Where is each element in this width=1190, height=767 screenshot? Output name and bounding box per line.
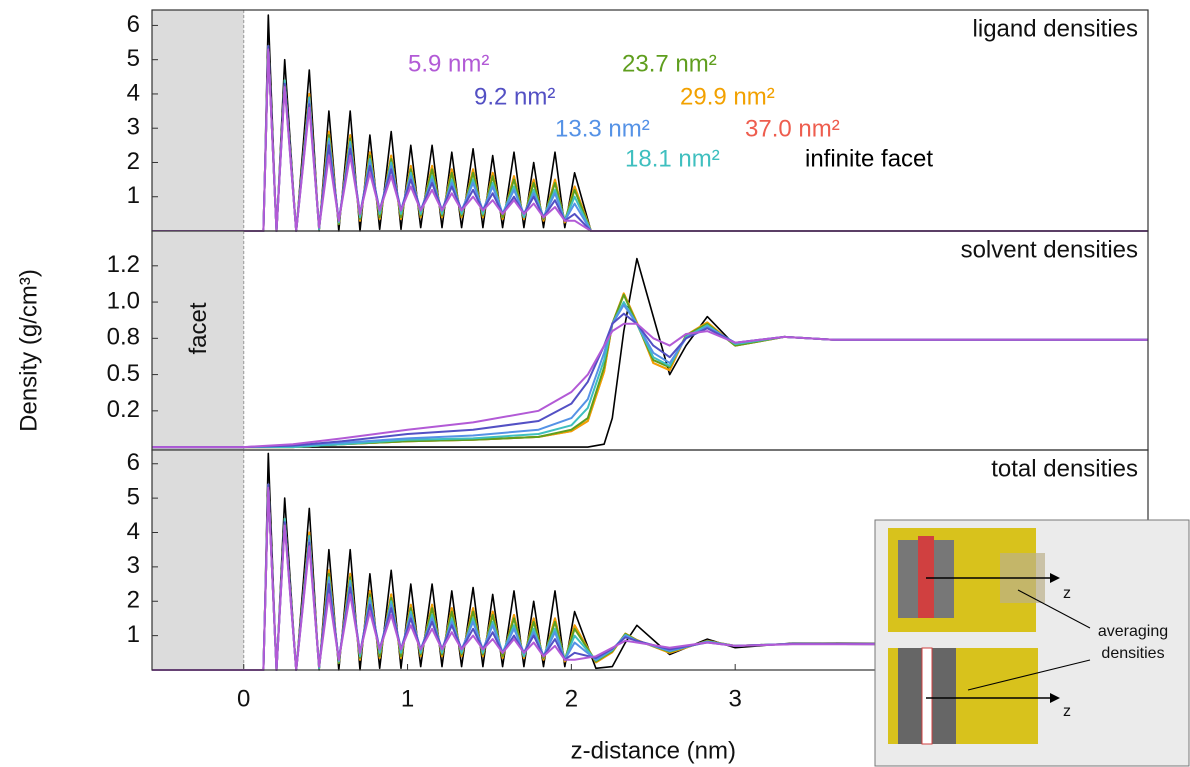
series-line — [152, 257, 1148, 448]
y-tick-label: 5 — [127, 483, 140, 510]
y-axis-label: Density (g/cm³) — [15, 269, 42, 432]
series-line — [152, 301, 1148, 449]
y-tick-label: 3 — [127, 114, 140, 141]
inset: z z averaging densities — [874, 519, 1190, 767]
x-tick-label: 0 — [237, 685, 250, 712]
x-tick-label: 1 — [401, 685, 414, 712]
y-tick-label: 2 — [127, 587, 140, 614]
plots: 1 2 3 4 5 6 ligand densities 5.9 nm² 9.2 nm²13.3… — [15, 9, 1149, 764]
series-line — [152, 322, 1148, 449]
inset-z-label: z — [1063, 585, 1071, 602]
y-tick-label: 4 — [127, 518, 140, 545]
legend-entry: 23.7 nm² — [622, 50, 717, 77]
plot-frame — [151, 9, 1149, 232]
facet-label: facet — [185, 302, 212, 354]
y-tick-label: 0.8 — [107, 324, 140, 351]
pointer — [967, 659, 1091, 691]
series-line — [152, 486, 1149, 671]
series-line — [152, 14, 1148, 232]
inset-note: averaging — [1098, 623, 1168, 640]
y-tick-label: 4 — [127, 79, 140, 106]
series-line — [152, 312, 1148, 449]
series-line — [152, 48, 1148, 232]
y-tick-label: 0.2 — [107, 396, 140, 423]
x-tick-label: 3 — [729, 685, 742, 712]
legend-entry: infinite facet — [805, 145, 933, 172]
legend-entry: 5.9 nm² — [408, 50, 489, 77]
y-tick-label: 1 — [127, 621, 140, 648]
legend-entry: 18.1 nm² — [625, 145, 720, 172]
y-tick-label: 1.2 — [107, 251, 140, 278]
facet-band — [152, 10, 244, 231]
x-tick-label: 2 — [565, 685, 578, 712]
inset-note: densities — [1101, 645, 1164, 662]
facet-band — [152, 231, 244, 450]
panel-title: ligand densities — [973, 15, 1138, 42]
legend-entry: 29.9 nm² — [680, 83, 775, 110]
y-tick-label: 6 — [127, 449, 140, 476]
legend-entry: 37.0 nm² — [745, 115, 840, 142]
legend-entry: 13.3 nm² — [555, 115, 650, 142]
inset-z-label: z — [1063, 703, 1071, 720]
panel-title: total densities — [991, 455, 1138, 482]
series-line — [152, 292, 1148, 449]
inset-ligand — [918, 536, 934, 618]
x-axis-label: z-distance (nm) — [571, 737, 736, 764]
y-tick-label: 6 — [127, 11, 140, 38]
legend-entry: 9.2 nm² — [474, 83, 555, 110]
series-line — [152, 304, 1148, 449]
pointer — [1017, 589, 1091, 629]
y-tick-label: 2 — [127, 148, 140, 175]
facet-band — [152, 450, 244, 670]
inset-slab-center — [921, 647, 933, 745]
y-tick-label: 1.0 — [107, 287, 140, 314]
y-tick-label: 1 — [127, 182, 140, 209]
y-tick-label: 5 — [127, 45, 140, 72]
y-tick-label: 3 — [127, 552, 140, 579]
series-line — [152, 292, 1148, 449]
panel-title: solvent densities — [961, 236, 1138, 263]
z-arrowhead — [1050, 693, 1060, 703]
z-arrowhead — [1050, 573, 1060, 583]
series-line — [152, 293, 1148, 449]
y-tick-label: 0.5 — [107, 360, 140, 387]
